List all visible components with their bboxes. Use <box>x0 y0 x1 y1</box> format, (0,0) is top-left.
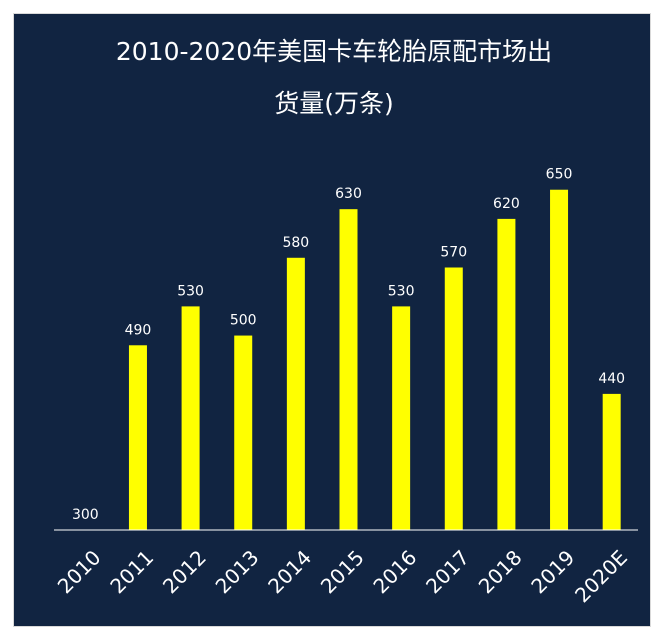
data-label-2020E: 440 <box>598 371 625 387</box>
x-tick-label-2015: 2015 <box>316 545 369 598</box>
bar-2012 <box>181 306 200 530</box>
bars-group <box>128 189 621 530</box>
chart-title-line-1: 2010-2020年美国卡车轮胎原配市场出 <box>116 37 552 66</box>
bar-2019 <box>550 189 569 530</box>
x-tick-label-2018: 2018 <box>474 545 527 598</box>
x-tick-label-2013: 2013 <box>211 545 264 598</box>
data-label-2014: 580 <box>282 235 309 251</box>
data-label-2010: 300 <box>72 507 99 523</box>
bar-2018 <box>497 218 516 530</box>
data-labels-group: 300 490 530 500 580 630 530 570 620 650 440 <box>72 167 625 523</box>
x-tick-label-2017: 2017 <box>421 545 474 598</box>
data-label-2016: 530 <box>388 283 415 299</box>
data-label-2012: 530 <box>177 283 204 299</box>
bar-chart: 2010-2020年美国卡车轮胎原配市场出 货量(万条) 300 490 530 50… <box>53 37 638 607</box>
x-tick-label-2020E: 2020E <box>570 545 632 607</box>
bar-2016 <box>392 306 411 530</box>
bar-2015 <box>339 209 358 530</box>
data-label-2019: 650 <box>546 167 573 183</box>
x-tick-label-2011: 2011 <box>105 545 158 598</box>
chart-area: 2010-2020年美国卡车轮胎原配市场出 货量(万条) 300 490 530 50… <box>13 13 651 627</box>
x-tick-label-2016: 2016 <box>368 545 421 598</box>
x-tick-label-2012: 2012 <box>158 545 211 598</box>
chart-title-line-2: 货量(万条) <box>274 89 394 118</box>
data-label-2013: 500 <box>230 313 257 329</box>
x-tick-labels-group: 2010 2011 2012 2013 2014 2015 2016 2017 2018 2019… <box>53 545 632 607</box>
bar-2013 <box>234 335 253 530</box>
data-label-2011: 490 <box>125 322 152 338</box>
bar-2014 <box>286 257 305 530</box>
bar-2011 <box>128 345 147 530</box>
data-label-2018: 620 <box>493 196 520 212</box>
data-label-2017: 570 <box>440 245 467 261</box>
bar-2017 <box>444 267 463 530</box>
data-label-2015: 630 <box>335 186 362 202</box>
x-tick-label-2010: 2010 <box>53 545 106 598</box>
bar-2020E <box>602 393 621 530</box>
x-tick-label-2014: 2014 <box>263 545 316 598</box>
